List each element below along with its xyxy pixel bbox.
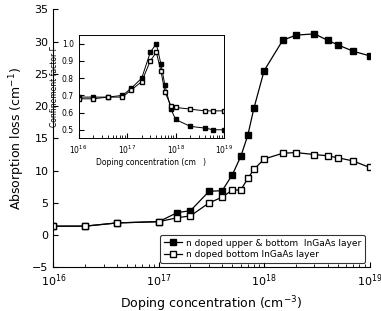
- n doped upper & bottom  InGaAs layer: [262, 69, 266, 72]
- n doped upper & bottom  InGaAs layer: [312, 32, 317, 36]
- n doped bottom InGaAs layer: [367, 165, 372, 169]
- n doped bottom InGaAs layer: [83, 224, 87, 228]
- n doped upper & bottom  InGaAs layer: [220, 189, 224, 193]
- n doped upper & bottom  InGaAs layer: [280, 39, 285, 42]
- n doped bottom InGaAs layer: [252, 168, 256, 171]
- n doped bottom InGaAs layer: [351, 159, 355, 163]
- n doped upper & bottom  InGaAs layer: [351, 49, 355, 53]
- n doped bottom InGaAs layer: [239, 188, 243, 192]
- n doped upper & bottom  InGaAs layer: [252, 106, 256, 110]
- n doped upper & bottom  InGaAs layer: [51, 224, 56, 228]
- n doped bottom InGaAs layer: [51, 224, 56, 228]
- n doped upper & bottom  InGaAs layer: [294, 33, 298, 37]
- n doped bottom InGaAs layer: [188, 214, 193, 218]
- n doped upper & bottom  InGaAs layer: [336, 43, 340, 47]
- n doped bottom InGaAs layer: [207, 201, 211, 205]
- n doped bottom InGaAs layer: [262, 157, 266, 161]
- n doped bottom InGaAs layer: [220, 195, 224, 199]
- n doped upper & bottom  InGaAs layer: [325, 39, 330, 42]
- Y-axis label: Confinement factor Γ: Confinement factor Γ: [50, 46, 59, 127]
- n doped bottom InGaAs layer: [157, 220, 161, 224]
- Line: n doped bottom InGaAs layer: n doped bottom InGaAs layer: [51, 150, 372, 229]
- Line: n doped upper & bottom  InGaAs layer: n doped upper & bottom InGaAs layer: [51, 31, 372, 229]
- n doped upper & bottom  InGaAs layer: [175, 211, 179, 215]
- n doped upper & bottom  InGaAs layer: [245, 133, 250, 137]
- n doped bottom InGaAs layer: [336, 156, 340, 160]
- n doped bottom InGaAs layer: [230, 188, 235, 192]
- n doped bottom InGaAs layer: [115, 221, 119, 225]
- n doped bottom InGaAs layer: [175, 216, 179, 220]
- n doped upper & bottom  InGaAs layer: [188, 209, 193, 212]
- n doped upper & bottom  InGaAs layer: [83, 224, 87, 228]
- Y-axis label: Absorption loss (cm$^{-1}$): Absorption loss (cm$^{-1}$): [7, 67, 27, 210]
- n doped upper & bottom  InGaAs layer: [207, 189, 211, 193]
- n doped bottom InGaAs layer: [325, 154, 330, 158]
- Legend: n doped upper & bottom  InGaAs layer, n doped bottom InGaAs layer: n doped upper & bottom InGaAs layer, n d…: [160, 235, 365, 263]
- n doped upper & bottom  InGaAs layer: [230, 173, 235, 176]
- n doped upper & bottom  InGaAs layer: [115, 221, 119, 225]
- n doped upper & bottom  InGaAs layer: [239, 155, 243, 158]
- n doped bottom InGaAs layer: [245, 177, 250, 180]
- n doped bottom InGaAs layer: [294, 151, 298, 155]
- n doped upper & bottom  InGaAs layer: [367, 54, 372, 58]
- n doped upper & bottom  InGaAs layer: [157, 220, 161, 224]
- n doped bottom InGaAs layer: [312, 153, 317, 156]
- X-axis label: Doping concentration (cm$^{-3}$): Doping concentration (cm$^{-3}$): [120, 295, 303, 311]
- n doped bottom InGaAs layer: [280, 151, 285, 155]
- X-axis label: Doping concentration (cm   ): Doping concentration (cm ): [96, 158, 207, 167]
